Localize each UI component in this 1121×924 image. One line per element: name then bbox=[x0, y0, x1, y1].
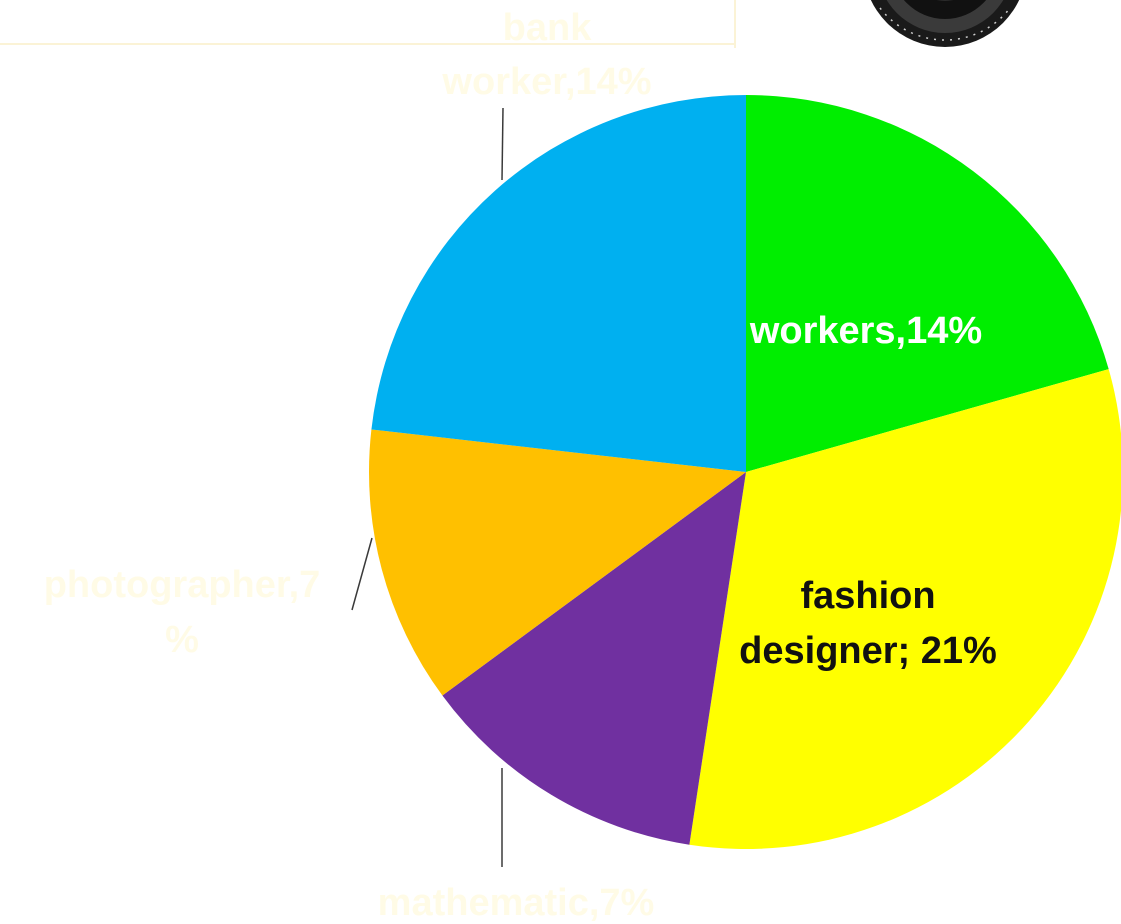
pie-slice-2 bbox=[442, 472, 746, 845]
slice-labels: workers,14% fashion designer; 21% mathemati… bbox=[44, 7, 997, 924]
pie-slice-4 bbox=[371, 95, 746, 472]
slice-label-line: % bbox=[165, 619, 199, 661]
slice-label-line: mathematic,7% bbox=[378, 882, 655, 924]
slice-label-line: photographer,7 bbox=[44, 564, 321, 606]
camera-lens-icon bbox=[870, 0, 1020, 47]
slice-label-4: bank worker,14% bbox=[441, 7, 651, 103]
leader-line-4 bbox=[501, 107, 504, 181]
slice-label-line: worker,14% bbox=[441, 61, 651, 103]
pie-slices bbox=[369, 95, 1121, 849]
pie-slice-0 bbox=[746, 95, 1109, 472]
slice-label-line: bank bbox=[503, 7, 593, 49]
leader-line-3 bbox=[351, 537, 373, 611]
leader-lines bbox=[351, 107, 504, 867]
slice-label-line: fashion bbox=[800, 575, 935, 617]
pie-slice-1 bbox=[689, 369, 1121, 849]
slice-label-3: photographer,7% bbox=[44, 564, 321, 661]
slice-label-0: workers,14% bbox=[749, 310, 982, 352]
slice-label-1: fashion designer; 21% bbox=[739, 575, 997, 672]
slice-label-line: workers,14% bbox=[749, 310, 982, 352]
slice-label-line: designer; 21% bbox=[739, 630, 997, 672]
slice-label-2: mathematic,7% bbox=[378, 882, 655, 924]
pie-slice-3 bbox=[369, 429, 746, 696]
